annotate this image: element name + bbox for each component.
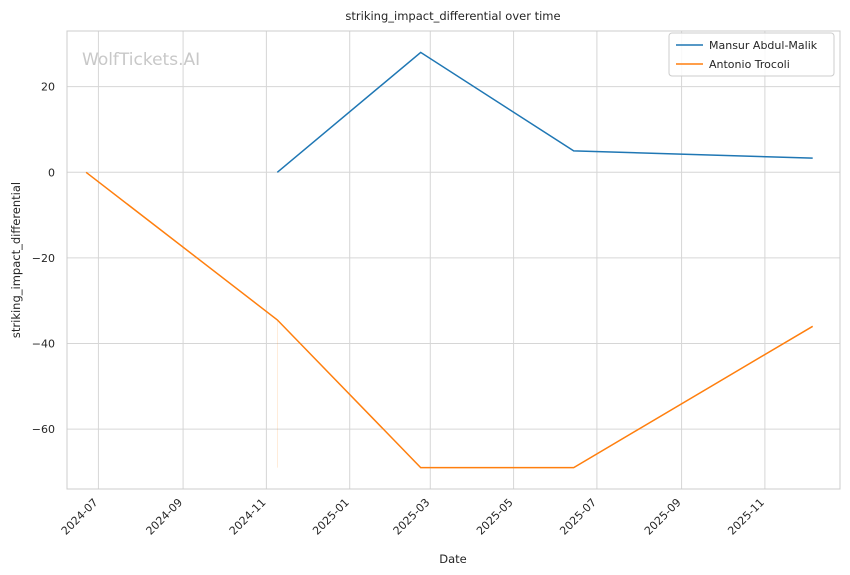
y-tick-label: 0 bbox=[48, 166, 55, 179]
y-tick-label: −40 bbox=[32, 337, 55, 350]
x-axis-title: Date bbox=[439, 552, 467, 566]
y-tick-label: −60 bbox=[32, 423, 55, 436]
grid bbox=[67, 31, 840, 489]
y-axis-title: striking_impact_differential bbox=[9, 182, 23, 338]
y-axis-ticks: 20 0 −20 −40 −60 bbox=[32, 81, 55, 436]
legend-label-mansur: Mansur Abdul-Malik bbox=[709, 39, 818, 52]
chart-title: striking_impact_differential over time bbox=[345, 9, 560, 23]
legend: Mansur Abdul-Malik Antonio Trocoli bbox=[668, 32, 835, 77]
series-layer bbox=[85, 51, 814, 469]
y-tick-label: 20 bbox=[41, 81, 55, 94]
series-line-mansur bbox=[276, 51, 813, 173]
series-line-trocoli bbox=[85, 171, 814, 469]
legend-label-trocoli: Antonio Trocoli bbox=[709, 58, 790, 71]
y-tick-label: −20 bbox=[32, 252, 55, 265]
legend-box bbox=[668, 32, 835, 77]
watermark: WolfTickets.AI bbox=[82, 50, 200, 70]
plot-frame bbox=[66, 30, 841, 490]
